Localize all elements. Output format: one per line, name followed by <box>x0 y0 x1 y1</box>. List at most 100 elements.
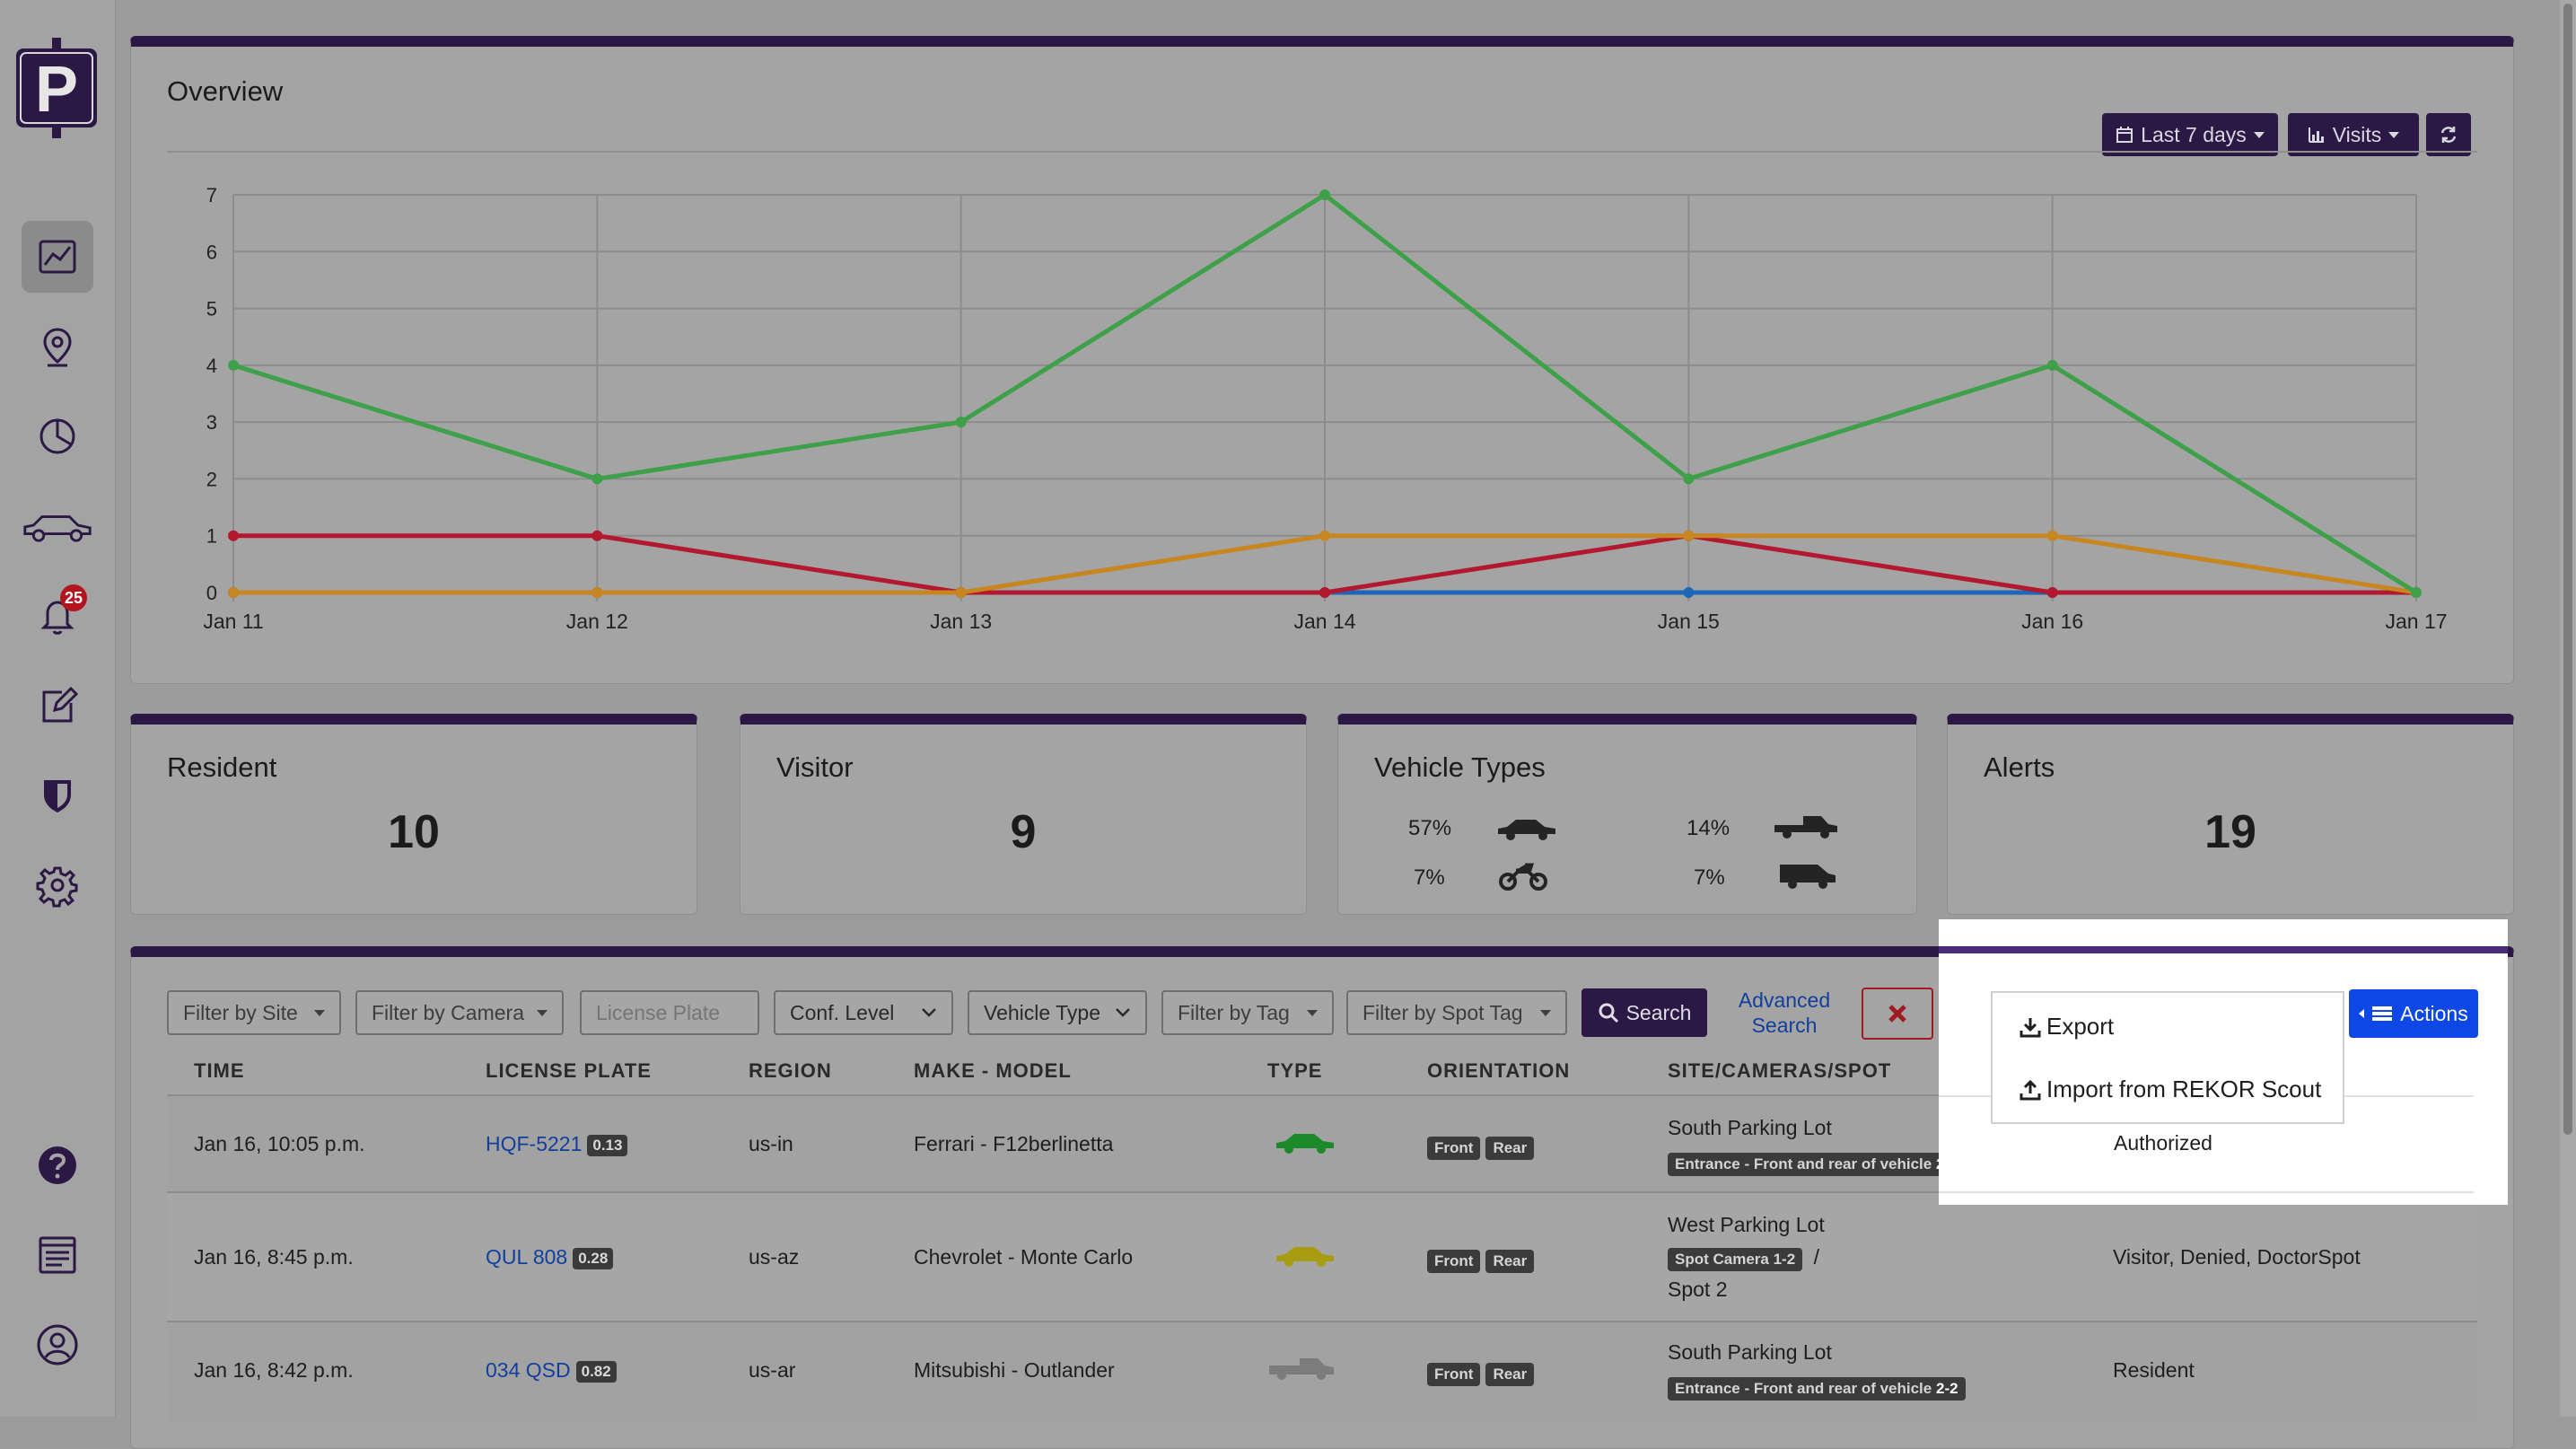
search-button-label: Search <box>1625 1000 1692 1024</box>
row-site: South Parking Lot <box>1668 1340 1832 1364</box>
data-point <box>591 473 603 485</box>
column-header-type[interactable]: TYPE <box>1267 1059 1323 1082</box>
column-header-region[interactable]: REGION <box>749 1059 832 1082</box>
nav-dashboard[interactable] <box>22 221 93 293</box>
chevron-down-icon <box>2253 131 2265 138</box>
resident-count: 10 <box>388 806 440 858</box>
calendar-icon <box>2116 127 2134 143</box>
column-header-site-cameras-spot[interactable]: SITE/CAMERAS/SPOT <box>1668 1059 1892 1082</box>
camera-filter-label: Filter by Camera <box>372 1000 524 1024</box>
row-region: us-ar <box>749 1358 796 1382</box>
column-header-license-plate[interactable]: LICENSE PLATE <box>486 1059 652 1082</box>
vehicle-type-percent: 7% <box>1414 865 1445 890</box>
site-filter[interactable]: Filter by Site <box>167 990 341 1035</box>
row-site: South Parking Lot <box>1668 1116 1832 1139</box>
license-plate-input[interactable] <box>580 990 759 1035</box>
spot-tag-filter[interactable]: Filter by Spot Tag <box>1346 990 1567 1035</box>
y-tick-label: 6 <box>206 241 217 263</box>
orientation-rear-tag: Rear <box>1485 1137 1535 1160</box>
camera-filter[interactable]: Filter by Camera <box>355 990 564 1035</box>
metric-dropdown[interactable]: Visits <box>2288 113 2419 156</box>
data-point <box>1683 473 1695 485</box>
x-tick-label: Jan 16 <box>2021 610 2083 633</box>
row-tags: Visitor, Denied, DoctorSpot <box>2113 1245 2361 1269</box>
camera-tag: Spot Camera 1-2 <box>1668 1248 1803 1271</box>
vehicle-type-select[interactable]: Vehicle Type <box>968 990 1147 1035</box>
y-tick-label: 4 <box>206 355 217 377</box>
vehicle-types-card: Vehicle Types 57% 14% 7% 7% <box>1337 714 1917 915</box>
car-icon <box>23 515 92 542</box>
data-point <box>955 587 967 598</box>
actions-button[interactable]: Actions <box>2349 989 2478 1038</box>
export-menu-item[interactable]: Export <box>2020 1013 2114 1041</box>
row-plate-cell: HQF-5221 0.13 <box>486 1132 628 1156</box>
table-row[interactable]: Jan 16, 8:45 p.m. QUL 808 0.28 us-az Chev… <box>167 1191 2477 1322</box>
refresh-icon <box>2440 127 2457 143</box>
license-plate-link[interactable]: QUL 808 <box>486 1245 568 1269</box>
vehicle-types-title: Vehicle Types <box>1374 751 1546 783</box>
scrollbar-thumb[interactable] <box>2563 4 2572 1135</box>
bar-chart-icon <box>2308 127 2324 143</box>
search-button[interactable]: Search <box>1582 988 1707 1037</box>
nav-changelog[interactable] <box>22 1219 93 1291</box>
row-tags: Resident <box>2113 1358 2195 1382</box>
confidence-level-select[interactable]: Conf. Level <box>774 990 953 1035</box>
motorcycle-icon <box>1499 863 1547 891</box>
search-icon <box>1599 1003 1618 1023</box>
column-header-time[interactable]: TIME <box>194 1059 245 1082</box>
date-range-dropdown[interactable]: Last 7 days <box>2102 113 2278 156</box>
nav-help[interactable] <box>22 1129 93 1201</box>
row-divider <box>1939 1191 2474 1193</box>
bell-icon <box>40 601 74 635</box>
nav-alerts[interactable]: 25 <box>22 580 93 652</box>
nav-account[interactable] <box>22 1309 93 1381</box>
visitor-count: 9 <box>1010 806 1037 858</box>
row-plate-cell: 034 QSD 0.82 <box>486 1358 617 1383</box>
app-logo[interactable]: P <box>16 38 97 138</box>
orientation-tags: Front Rear <box>1427 1360 1539 1386</box>
overview-title: Overview <box>167 75 284 107</box>
license-plate-link[interactable]: 034 QSD <box>486 1358 571 1382</box>
nav-settings[interactable] <box>22 849 93 921</box>
import-label: Import from REKOR Scout <box>2046 1076 2322 1102</box>
advanced-search-link[interactable]: Advanced Search <box>1730 988 1838 1038</box>
data-point <box>228 587 239 598</box>
data-point <box>1319 189 1330 200</box>
x-tick-label: Jan 12 <box>566 610 628 633</box>
data-point <box>2046 587 2058 598</box>
license-plate-link[interactable]: HQF-5221 <box>486 1132 583 1155</box>
y-tick-label: 1 <box>206 525 217 548</box>
vehicle-type-car-icon <box>1276 1247 1334 1267</box>
tag-filter-label: Filter by Tag <box>1178 1000 1290 1024</box>
alerts-count-badge: 25 <box>60 584 87 611</box>
refresh-button[interactable] <box>2426 113 2471 156</box>
confidence-badge: 0.13 <box>587 1134 628 1156</box>
shield-icon <box>44 780 71 812</box>
y-tick-label: 5 <box>206 298 217 321</box>
data-point <box>1319 587 1330 598</box>
tag-filter[interactable]: Filter by Tag <box>1161 990 1334 1035</box>
alerts-count: 19 <box>2204 806 2256 858</box>
nav-vehicles[interactable] <box>20 490 95 562</box>
van-icon <box>1780 865 1836 889</box>
page-scrollbar[interactable] <box>2560 0 2576 1417</box>
nav-security[interactable] <box>22 760 93 831</box>
nav-reports[interactable] <box>22 400 93 472</box>
camera-spot-separator: / <box>1813 1245 1819 1269</box>
y-tick-label: 0 <box>206 582 217 604</box>
column-header-orientation[interactable]: ORIENTATION <box>1427 1059 1571 1082</box>
x-tick-label: Jan 13 <box>930 610 992 633</box>
row-plate-cell: QUL 808 0.28 <box>486 1245 614 1269</box>
sidebar: P 25 <box>0 0 116 1417</box>
import-menu-item[interactable]: Import from REKOR Scout <box>2020 1076 2321 1103</box>
edit-icon <box>42 686 79 723</box>
y-tick-label: 7 <box>206 184 217 206</box>
nav-edit[interactable] <box>22 670 93 742</box>
overview-card: Overview Last 7 days Visits <box>130 36 2514 684</box>
table-row[interactable]: Jan 16, 8:42 p.m. 034 QSD 0.82 us-ar Mits… <box>167 1321 2477 1421</box>
alerts-card: Alerts 19 <box>1947 714 2514 915</box>
column-header-make-model[interactable]: MAKE - MODEL <box>914 1059 1072 1082</box>
nav-sites[interactable] <box>22 311 93 382</box>
chevron-left-icon <box>2359 1009 2365 1018</box>
clear-filters-button[interactable] <box>1862 988 1933 1040</box>
